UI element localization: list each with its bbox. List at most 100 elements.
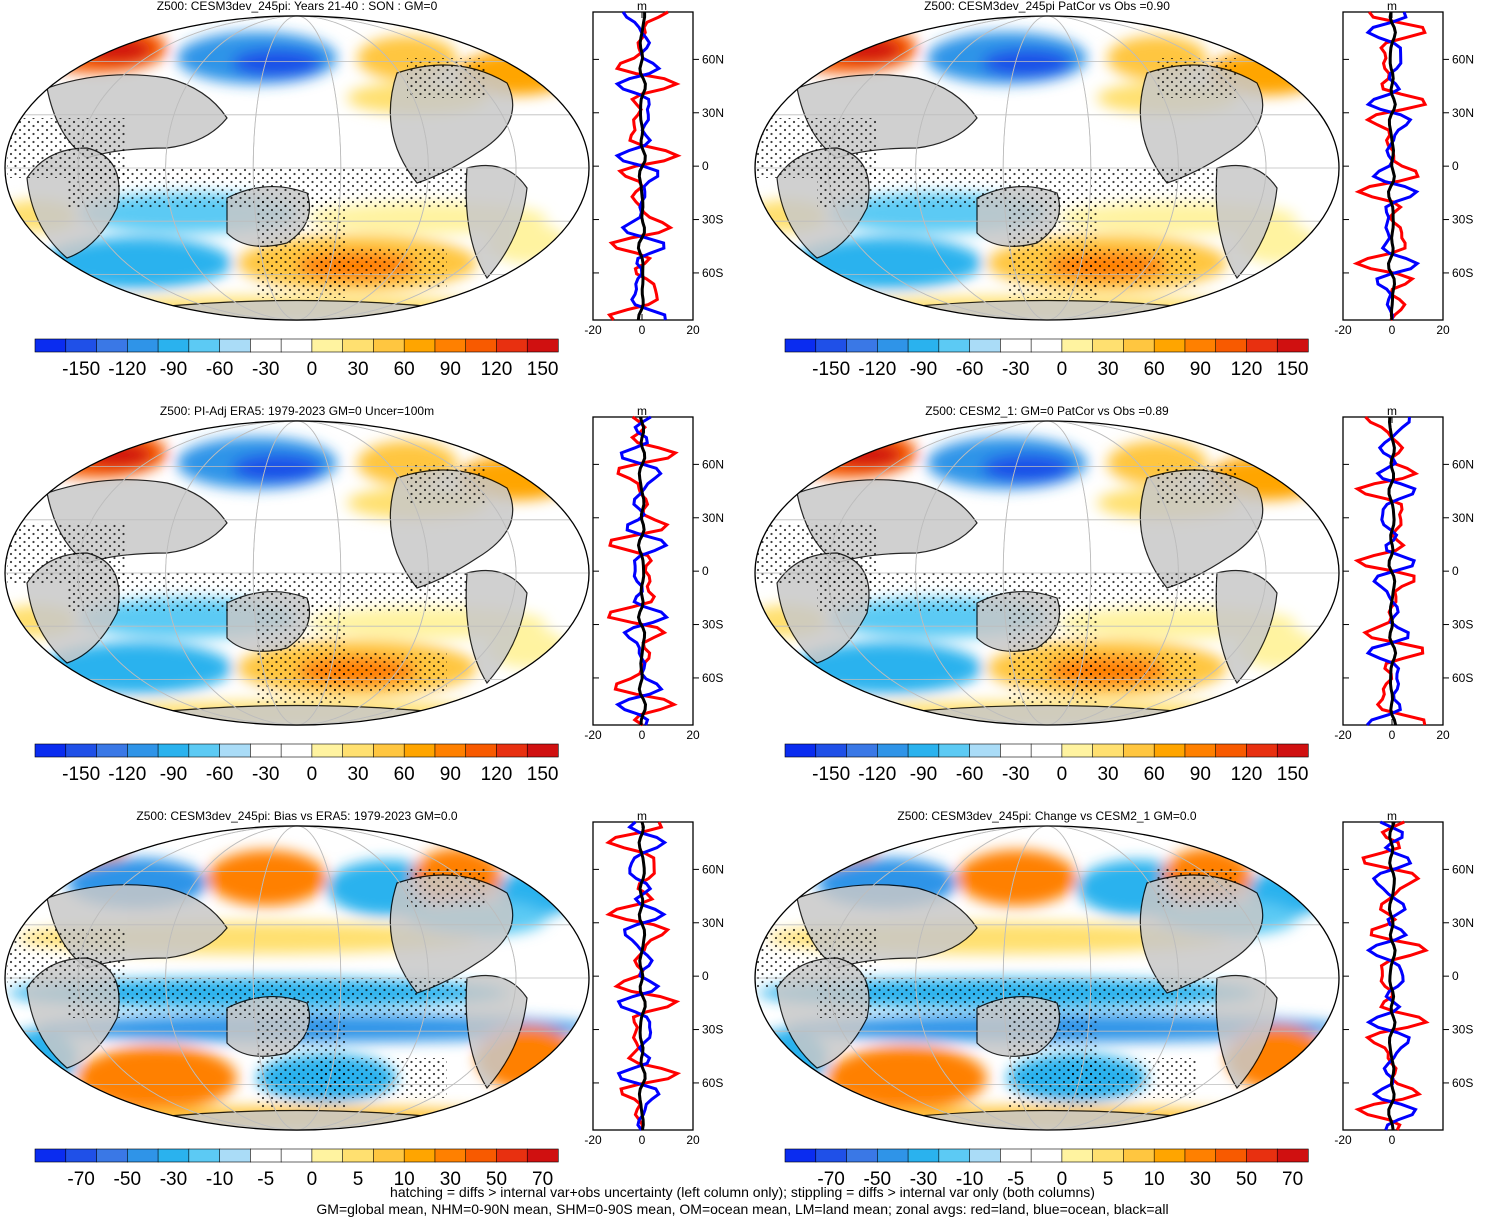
colorbar-tick-label: -150 (62, 359, 100, 380)
profile-series-all (1387, 416, 1398, 726)
colorbar-tick-label: -5 (257, 1169, 274, 1190)
colorbar-swatch (465, 743, 498, 758)
profile-lat-label: 60N (702, 52, 724, 66)
colorbar-swatch (907, 338, 940, 353)
panel-1: Z500: CESM3dev_245pi: Years 21-40 : SON … (4, 0, 724, 380)
profile-lat-label: 60S (702, 266, 723, 280)
profile-series-land (605, 821, 682, 1131)
colorbar-tick-label: 10 (394, 1169, 415, 1190)
profile-x-label: 0 (639, 1133, 646, 1147)
colorbar-swatch (373, 338, 405, 353)
panel-4: Z500: CESM2_1: GM=0 PatCor vs Obs =0.89 -… (754, 404, 1474, 785)
map-field (4, 15, 589, 321)
map-frame (4, 15, 590, 321)
colorbar-tick-label: -70 (817, 1169, 844, 1190)
colorbar-swatch (465, 1148, 498, 1163)
profile-lat-label: 60S (702, 671, 723, 685)
profile-lat-label: 30S (1452, 618, 1473, 632)
profile-unit-label: m (637, 809, 647, 823)
profile-x-label: 20 (1436, 728, 1450, 742)
profile-lat-label: 0 (1452, 564, 1459, 578)
colorbar-swatch (280, 1148, 313, 1163)
colorbar-swatch (526, 743, 559, 758)
zonal-profile-5: m 60N 30N 0 30S 60S -20 0 20 (584, 809, 724, 1147)
colorbar-swatch (938, 338, 971, 353)
colorbar-swatch (280, 743, 313, 758)
colorbar-4: -150 -120 -90 -60 -30 0 30 60 90 120 150 (784, 743, 1309, 785)
colorbar-swatch (188, 1148, 221, 1163)
profile-series-all (636, 416, 648, 726)
profile-lat-label: 60S (1452, 1076, 1473, 1090)
colorbar-tick-label: -60 (206, 359, 233, 380)
colorbar-swatch (1153, 743, 1186, 758)
colorbar-swatch (1246, 338, 1278, 353)
colorbar-swatch (157, 743, 190, 758)
zonal-profile-1: m 60N 30N 0 30S 60S -20 0 20 (584, 0, 724, 337)
colorbar-tick-label: -150 (62, 764, 100, 785)
colorbar-tick-label: -10 (956, 1169, 983, 1190)
panel-title-5: Z500: CESM3dev_245pi: Bias vs ERA5: 1979… (136, 809, 458, 823)
colorbar-tick-label: 0 (1057, 1169, 1068, 1190)
colorbar-swatch (1276, 1148, 1309, 1163)
colorbar-tick-label: -90 (910, 359, 937, 380)
colorbar-swatch (311, 338, 344, 353)
profile-unit-label: m (1387, 809, 1397, 823)
profile-series-land (606, 415, 679, 727)
colorbar-tick-label: -60 (956, 359, 983, 380)
profile-lat-label: 60S (702, 1076, 723, 1090)
profile-unit-label: m (637, 0, 647, 13)
colorbar-swatch (1246, 743, 1278, 758)
colorbar-swatch (219, 338, 251, 353)
colorbar-tick-label: 0 (307, 1169, 318, 1190)
colorbar-swatch (938, 1148, 971, 1163)
map-field (4, 825, 589, 1131)
colorbar-1: -150 -120 -90 -60 -30 0 30 60 90 120 150 (34, 338, 559, 380)
colorbar-swatch (126, 743, 159, 758)
colorbar-tick-label: -70 (67, 1169, 94, 1190)
profile-lat-label: 30S (702, 1023, 723, 1037)
profile-lat-label: 60N (1452, 862, 1474, 876)
profile-lat-label: 60S (1452, 671, 1473, 685)
colorbar-swatch (876, 743, 909, 758)
colorbar-tick-label: -150 (812, 359, 850, 380)
colorbar-swatch (188, 338, 221, 353)
colorbar-tick-label: 10 (1144, 1169, 1165, 1190)
colorbar-tick-label: 50 (486, 1169, 507, 1190)
colorbar-swatch (526, 1148, 559, 1163)
colorbar-tick-label: -60 (206, 764, 233, 785)
profile-x-label: 0 (639, 323, 646, 337)
colorbar-tick-label: -30 (252, 359, 279, 380)
zonal-profile-3: m 60N 30N 0 30S 60S -20 0 20 (584, 404, 724, 742)
colorbar-swatch (1215, 1148, 1248, 1163)
colorbar-swatch (1000, 338, 1032, 353)
colorbar-swatch (1215, 338, 1248, 353)
profile-series-land (1352, 11, 1428, 321)
profile-x-label: 0 (639, 728, 646, 742)
zonal-profile-4: m 60N 30N 0 30S 60S -20 0 20 (1334, 404, 1474, 742)
map-field (755, 421, 1339, 725)
colorbar-tick-label: 30 (1097, 359, 1118, 380)
colorbar-tick-label: 60 (1144, 359, 1165, 380)
colorbar-tick-label: 150 (527, 764, 559, 785)
profile-x-label: 20 (686, 1133, 700, 1147)
colorbar-swatch (907, 1148, 940, 1163)
profile-lat-label: 0 (702, 159, 709, 173)
colorbar-tick-label: 150 (527, 359, 559, 380)
profile-x-label: -20 (584, 1133, 602, 1147)
profile-x-label: -20 (584, 728, 602, 742)
colorbar-swatch (1030, 743, 1063, 758)
profile-lat-label: 0 (702, 969, 709, 983)
colorbar-tick-label: -30 (160, 1169, 187, 1190)
profile-lat-label: 60N (1452, 52, 1474, 66)
colorbar-swatch (403, 743, 436, 758)
colorbar-swatch (219, 1148, 251, 1163)
colorbar-swatch (846, 338, 878, 353)
colorbar-swatch (1000, 743, 1032, 758)
colorbar-tick-label: 90 (440, 359, 461, 380)
profile-lat-label: 60N (1452, 457, 1474, 471)
colorbar-swatch (188, 743, 221, 758)
colorbar-swatch (876, 338, 909, 353)
profile-lat-label: 30N (1452, 916, 1474, 930)
colorbar-swatch (1184, 338, 1217, 353)
panel-3: Z500: PI-Adj ERA5: 1979-2023 GM=0 Uncer=… (4, 404, 724, 785)
